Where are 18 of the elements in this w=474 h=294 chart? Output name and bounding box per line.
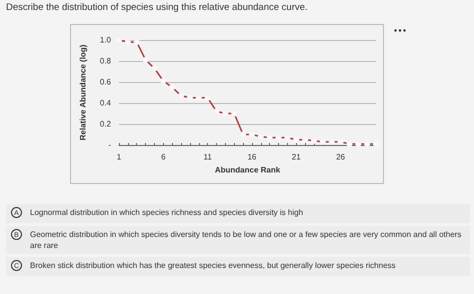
y-tick-label: 0.4: [100, 98, 112, 108]
text: Lognormal distribution in which species richness and species diversity is high: [30, 208, 304, 217]
x-tick-label: 16: [247, 152, 257, 162]
y-axis-title: Relative Abundance (log): [78, 44, 88, 140]
y-tick-label: -: [108, 140, 112, 150]
y-tick-label: 0.2: [100, 120, 112, 128]
chart-title: Describe the distribution of species using this relative abundance curve.: [6, 2, 308, 13]
text: Broken stick distribution which has the greatest species evenness, but generally lower species richness: [30, 261, 396, 270]
x-tick-label: 26: [336, 152, 346, 162]
y-tick-label: 1.0: [100, 36, 112, 44]
text: Geometric distribution in which species diversity tends to be low and one or a few species are very common and all others are rare: [30, 230, 462, 250]
x-tick-label: 21: [292, 152, 302, 162]
y-tick-label: 0.6: [100, 78, 112, 86]
x-tick-label: 11: [203, 152, 212, 162]
y-tick-label: 0.8: [100, 56, 112, 66]
x-axis-title: Abundance Rank: [214, 166, 281, 174]
x-tick-label: 6: [161, 152, 166, 162]
x-tick-label: 1: [116, 152, 122, 162]
